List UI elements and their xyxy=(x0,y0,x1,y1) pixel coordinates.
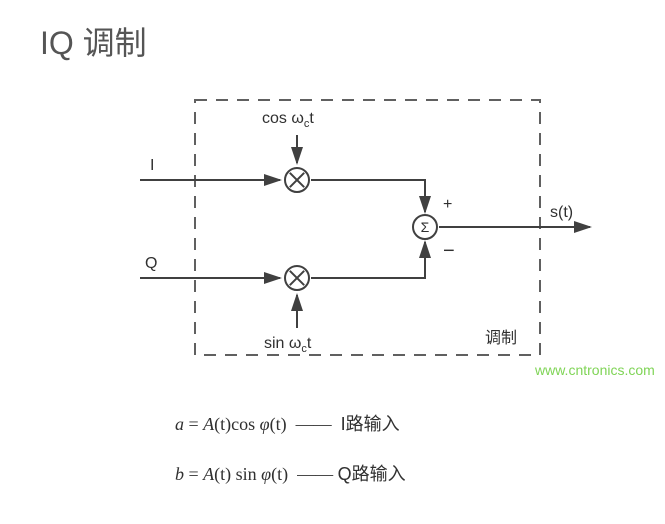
path-q-to-sum xyxy=(311,242,425,278)
sigma-label: Σ xyxy=(421,219,430,235)
eq1-lhs: a xyxy=(175,414,184,434)
eq2-dash: —— xyxy=(293,464,334,484)
page-title: IQ 调制 xyxy=(40,18,147,64)
minus-label: − xyxy=(443,240,455,262)
eq1-phi: φ xyxy=(260,414,270,434)
cos-label: cos ωct xyxy=(262,110,314,130)
plus-label: + xyxy=(443,196,452,213)
eq2-A: A xyxy=(203,464,214,484)
modulation-label: 调制 xyxy=(485,329,517,347)
eq1-A: A xyxy=(203,414,214,434)
eq1-t2: (t) xyxy=(270,414,287,434)
eq2-trig: sin xyxy=(231,464,261,484)
eq2-phi: φ xyxy=(261,464,271,484)
eq1-dash: —— xyxy=(291,414,336,434)
sin-label: sin ωct xyxy=(264,335,312,355)
equation-b: b = A(t) sin φ(t) —— Q路输入 xyxy=(175,460,406,486)
eq1-trig: cos xyxy=(231,414,255,434)
i-label: I xyxy=(150,157,154,174)
eq2-t2: (t) xyxy=(271,464,288,484)
eq2-lhs: b xyxy=(175,464,184,484)
iq-modulation-diagram: I Q cos ωct sin ωct Σ + − s(t) 调制 xyxy=(130,70,600,370)
path-i-to-sum xyxy=(311,180,425,212)
q-label: Q xyxy=(145,255,157,272)
eq1-t1: (t) xyxy=(214,414,231,434)
eq1-eq: = xyxy=(189,414,204,434)
watermark-text: www.cntronics.com xyxy=(535,362,655,378)
eq2-label: Q路输入 xyxy=(338,464,406,484)
equation-a: a = A(t)cos φ(t) —— I路输入 xyxy=(175,410,400,436)
eq2-t1: (t) xyxy=(214,464,231,484)
eq1-label: I路输入 xyxy=(341,414,400,434)
eq2-eq: = xyxy=(189,464,204,484)
output-label: s(t) xyxy=(550,204,573,221)
